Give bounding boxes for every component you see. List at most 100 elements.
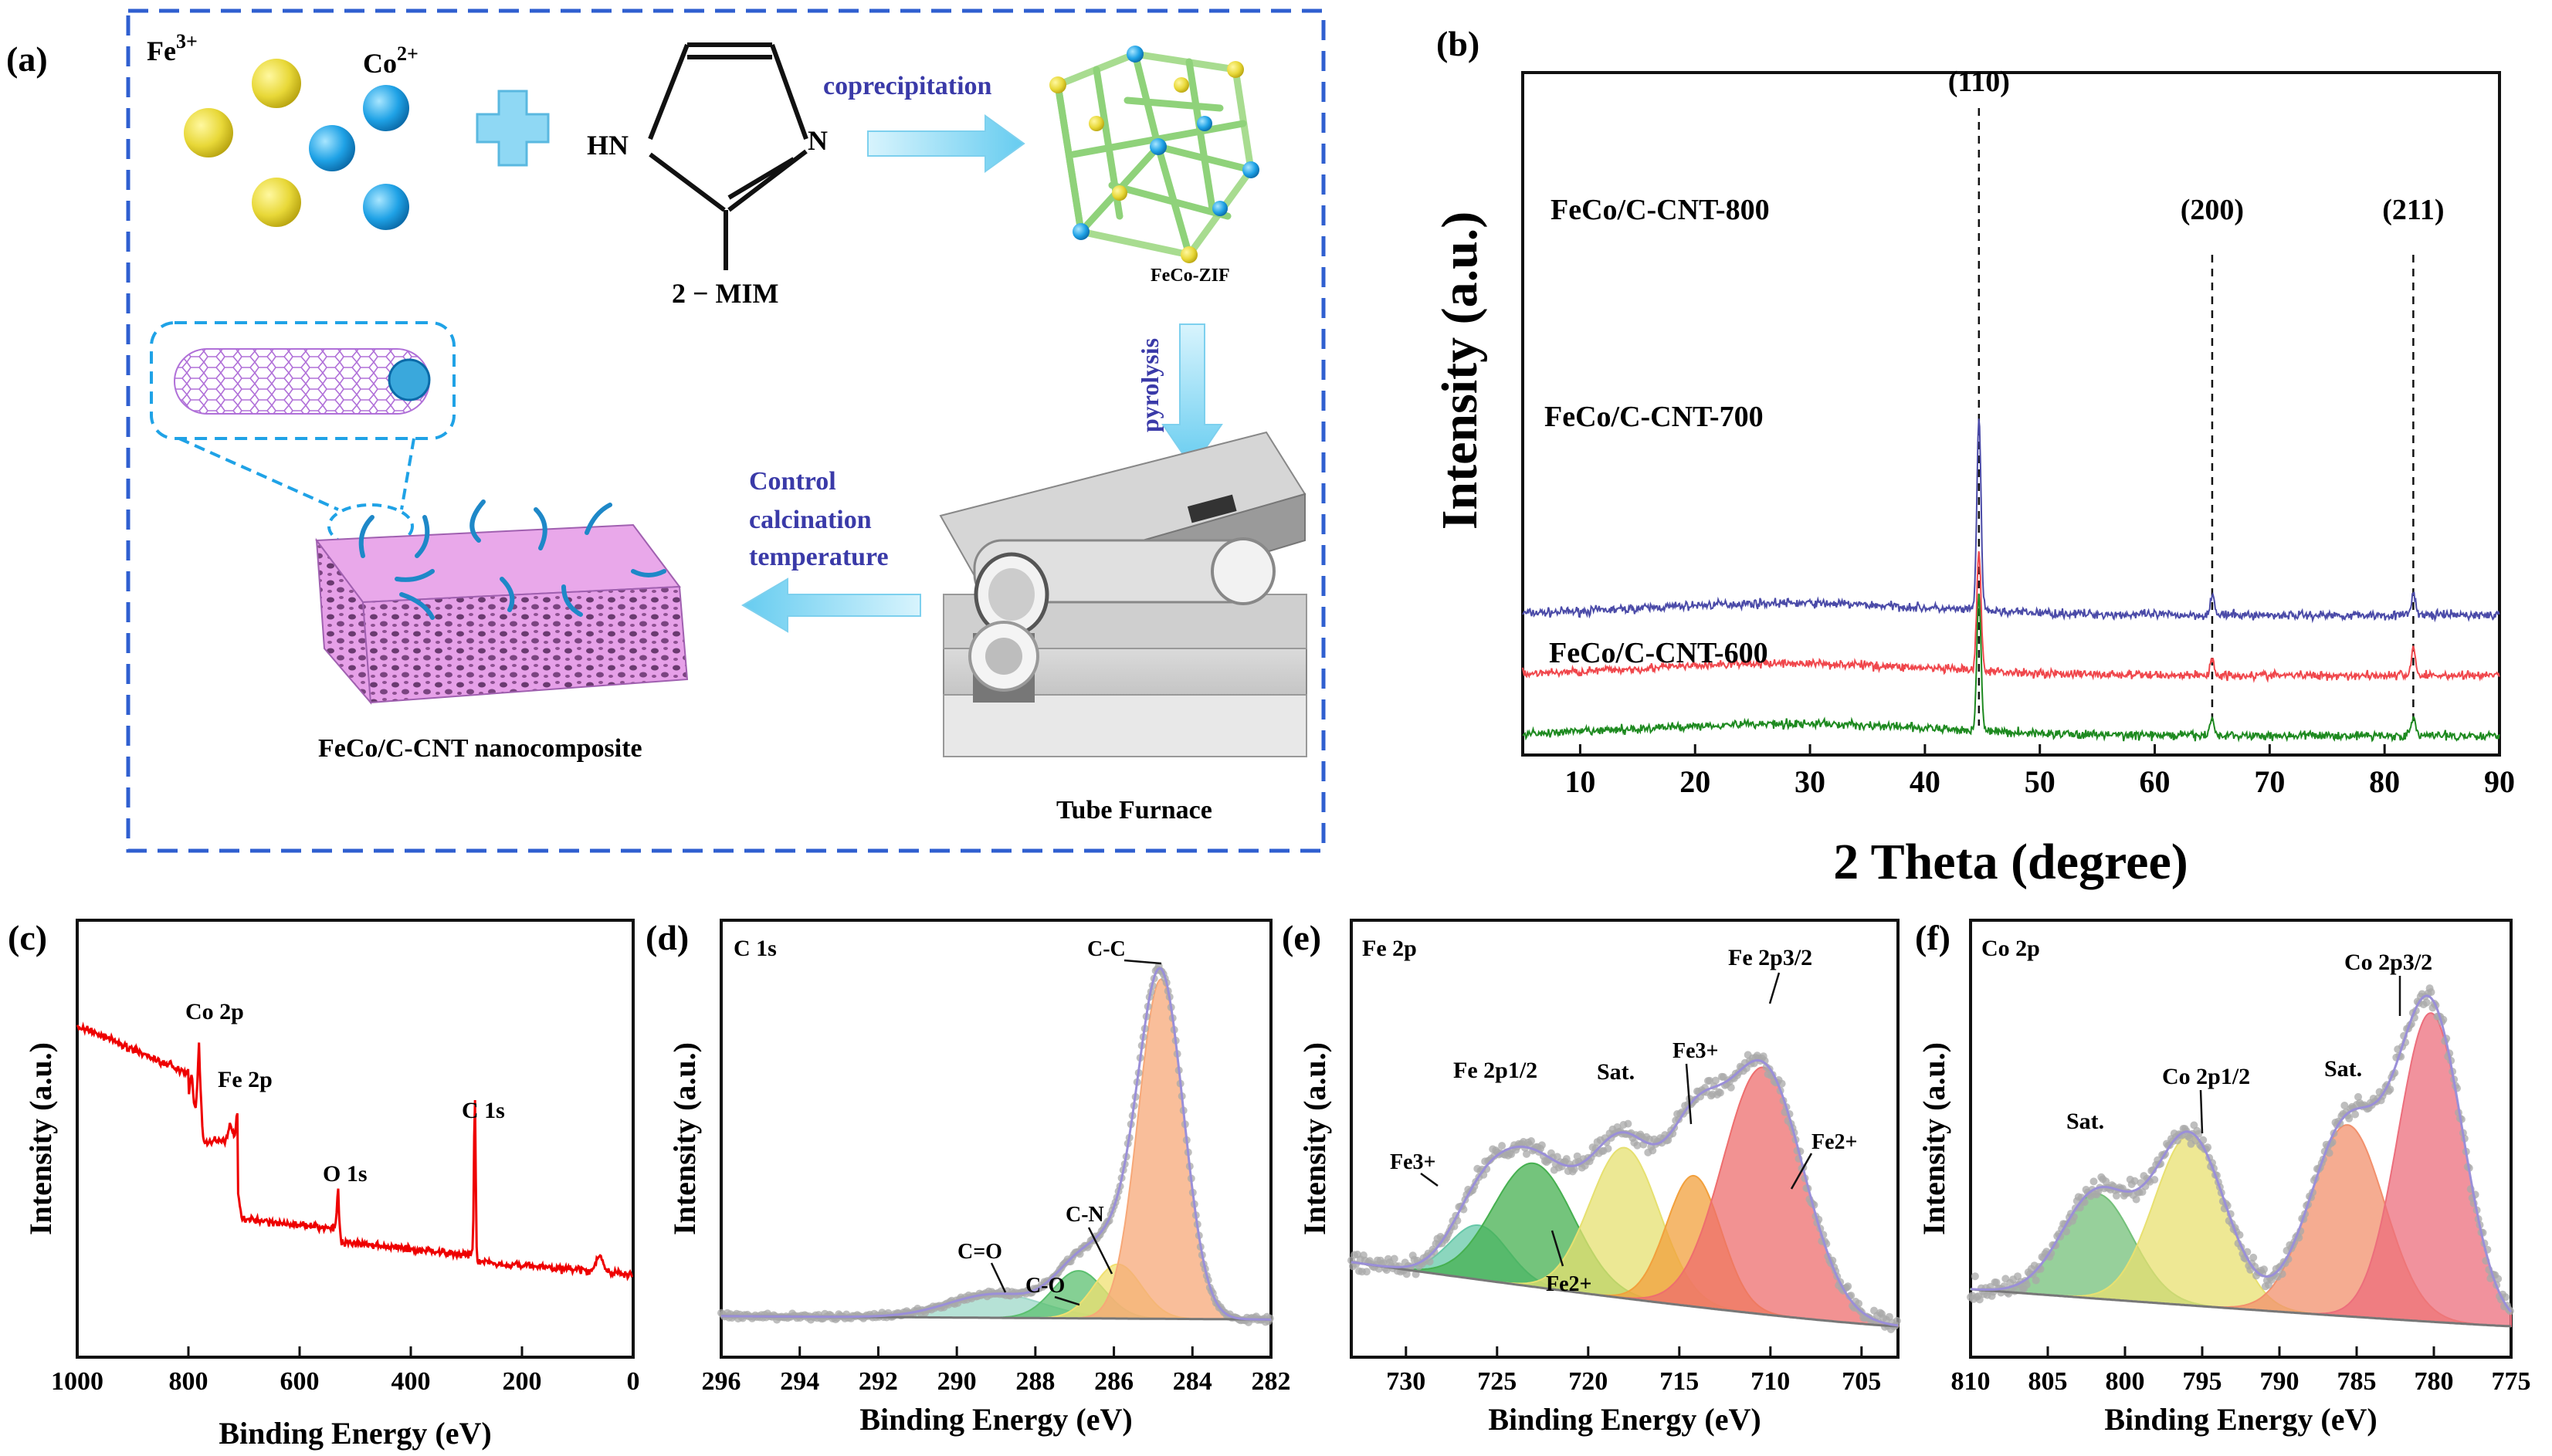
data-point xyxy=(1604,1144,1612,1153)
co2p-y-axis-label: Intensity (a.u.) xyxy=(1917,1042,1951,1235)
panel-label-c: (c) xyxy=(8,918,47,957)
xrd-traces: (110) (200) (211) xyxy=(1522,66,2500,743)
co2p-label-sat-a: Sat. xyxy=(2066,1109,2104,1134)
x-tick-label: 780 xyxy=(2415,1367,2454,1396)
x-tick-label: 90 xyxy=(2484,764,2515,799)
background-line xyxy=(1351,1261,1899,1328)
xrd-x-axis-label: 2 Theta (degree) xyxy=(1833,834,2188,890)
x-tick-label: 705 xyxy=(1842,1367,1881,1396)
data-point xyxy=(1402,1270,1411,1278)
x-tick-label: 800 xyxy=(169,1367,208,1396)
data-point xyxy=(1992,1278,2001,1287)
fe2p-label-fe2-b: Fe2+ xyxy=(1546,1272,1592,1296)
step-control-line3: temperature xyxy=(749,543,889,571)
linker-hn: HN xyxy=(587,130,629,161)
survey-x-axis-label: Binding Energy (eV) xyxy=(219,1416,491,1451)
fe2p-label-2p32: Fe 2p3/2 xyxy=(1728,945,1812,970)
data-point xyxy=(1975,1295,1984,1304)
data-point xyxy=(1885,1312,1893,1321)
data-point xyxy=(1624,1119,1632,1128)
linker-n: N xyxy=(808,125,828,156)
co2p-plot-frame xyxy=(1969,919,2513,1359)
co2p-fit xyxy=(1967,984,2514,1328)
data-point xyxy=(1706,1076,1713,1085)
peak-index-label: (211) xyxy=(2382,194,2444,226)
mof-name: FeCo-ZIF xyxy=(1151,266,1230,286)
data-point xyxy=(2340,1102,2349,1109)
co2p-label-sat-b: Sat. xyxy=(2324,1056,2362,1082)
data-point xyxy=(2386,1085,2394,1094)
x-tick-label: 282 xyxy=(1252,1367,1291,1396)
background-line xyxy=(1970,1288,2512,1328)
co2p-x-axis: 810 805 800 795 790 785 780 775 xyxy=(1951,1346,2531,1396)
xrd-series-label-600: FeCo/C-CNT-600 xyxy=(1549,637,1768,669)
survey-annotation-fe2p: Fe 2p xyxy=(218,1067,273,1092)
data-point xyxy=(1425,1258,1434,1266)
co2p-label-2p32: Co 2p3/2 xyxy=(2344,950,2432,975)
fe2p-y-axis-label: Intensity (a.u.) xyxy=(1297,1042,1332,1235)
xrd-series-line xyxy=(1522,593,2500,743)
data-point xyxy=(2278,1270,2286,1278)
survey-x-axis: 1000 800 600 400 200 0 xyxy=(51,1346,640,1396)
arrow-left xyxy=(741,577,921,633)
data-point xyxy=(2354,1092,2362,1101)
data-point xyxy=(1362,1268,1371,1276)
xrd-y-axis-label: Intensity (a.u.) xyxy=(1432,212,1488,530)
arrow-down xyxy=(1161,323,1223,469)
data-point xyxy=(2427,988,2435,997)
panel-a: (a) Fe3+ Co2+ HN N 2 − MIM coprecipitati… xyxy=(6,8,1326,853)
x-tick-label: 40 xyxy=(1910,764,1940,799)
x-tick-label: 400 xyxy=(391,1367,431,1396)
co2p-pointers xyxy=(2199,976,2401,1134)
x-tick-label: 10 xyxy=(1564,764,1595,799)
x-tick-label: 294 xyxy=(780,1367,819,1396)
furnace-label: Tube Furnace xyxy=(1056,796,1212,825)
fe2p-plot-frame xyxy=(1350,919,1900,1359)
product-label: FeCo/C-CNT nanocomposite xyxy=(318,734,642,763)
linker-name: 2 − MIM xyxy=(672,278,778,309)
data-point xyxy=(2260,1265,2268,1274)
data-point xyxy=(1570,1165,1578,1173)
c1s-peak-label-co: C=O xyxy=(957,1240,1002,1264)
scheme-frame xyxy=(126,8,1326,853)
plus-icon xyxy=(476,90,550,167)
data-point xyxy=(1855,1299,1863,1308)
fe2p-pointers xyxy=(1420,972,1813,1267)
c1s-peak-label-c-o: C-O xyxy=(1025,1274,1065,1298)
xrd-series-label-700: FeCo/C-CNT-700 xyxy=(1544,401,1764,433)
data-point xyxy=(2494,1275,2503,1283)
panel-b: (b) (110) (200) (211) 10 20 30 40 50 60 70 80 90 2… xyxy=(1432,24,2515,890)
x-tick-label: 790 xyxy=(2260,1367,2300,1396)
panel-f: (f) Co 2p 810 805 800 795 790 785 780 775 Bindi… xyxy=(1915,918,2531,1437)
x-tick-label: 805 xyxy=(2028,1367,2068,1396)
x-tick-label: 284 xyxy=(1173,1367,1212,1396)
c1s-fit xyxy=(717,962,1274,1326)
survey-y-axis-label: Intensity (a.u.) xyxy=(23,1042,58,1235)
panel-d: (d) C 1s 296 294 292 290 288 286 284 282 Bindin… xyxy=(646,918,1291,1437)
x-tick-label: 725 xyxy=(1477,1367,1517,1396)
survey-annotation-co2p: Co 2p xyxy=(185,999,244,1024)
data-point xyxy=(2130,1177,2139,1185)
panel-label-e: (e) xyxy=(1282,918,1321,957)
data-point xyxy=(1844,1282,1852,1291)
x-tick-label: 600 xyxy=(280,1367,320,1396)
co2p-title: Co 2p xyxy=(1981,936,2040,961)
inset-connector xyxy=(400,438,415,510)
fe2p-label-sat: Sat. xyxy=(1597,1059,1635,1085)
fe2p-x-axis: 730 725 720 715 710 705 xyxy=(1386,1346,1881,1396)
x-tick-label: 292 xyxy=(859,1367,898,1396)
fe2p-label-fe2-a: Fe2+ xyxy=(1811,1130,1858,1154)
x-tick-label: 1000 xyxy=(51,1367,103,1396)
feco-zif-lattice xyxy=(1053,50,1255,259)
co-ion-label: Co2+ xyxy=(363,42,419,79)
panel-label-d: (d) xyxy=(646,918,689,957)
x-tick-label: 775 xyxy=(2492,1367,2531,1396)
xrd-plot-frame xyxy=(1521,71,2501,757)
data-point xyxy=(1711,1076,1720,1085)
fe-ion-label: Fe3+ xyxy=(147,30,198,66)
data-point xyxy=(2325,1149,2333,1157)
x-tick-label: 710 xyxy=(1750,1367,1790,1396)
fe-ion-sphere xyxy=(252,59,301,108)
x-tick-label: 286 xyxy=(1094,1367,1134,1396)
